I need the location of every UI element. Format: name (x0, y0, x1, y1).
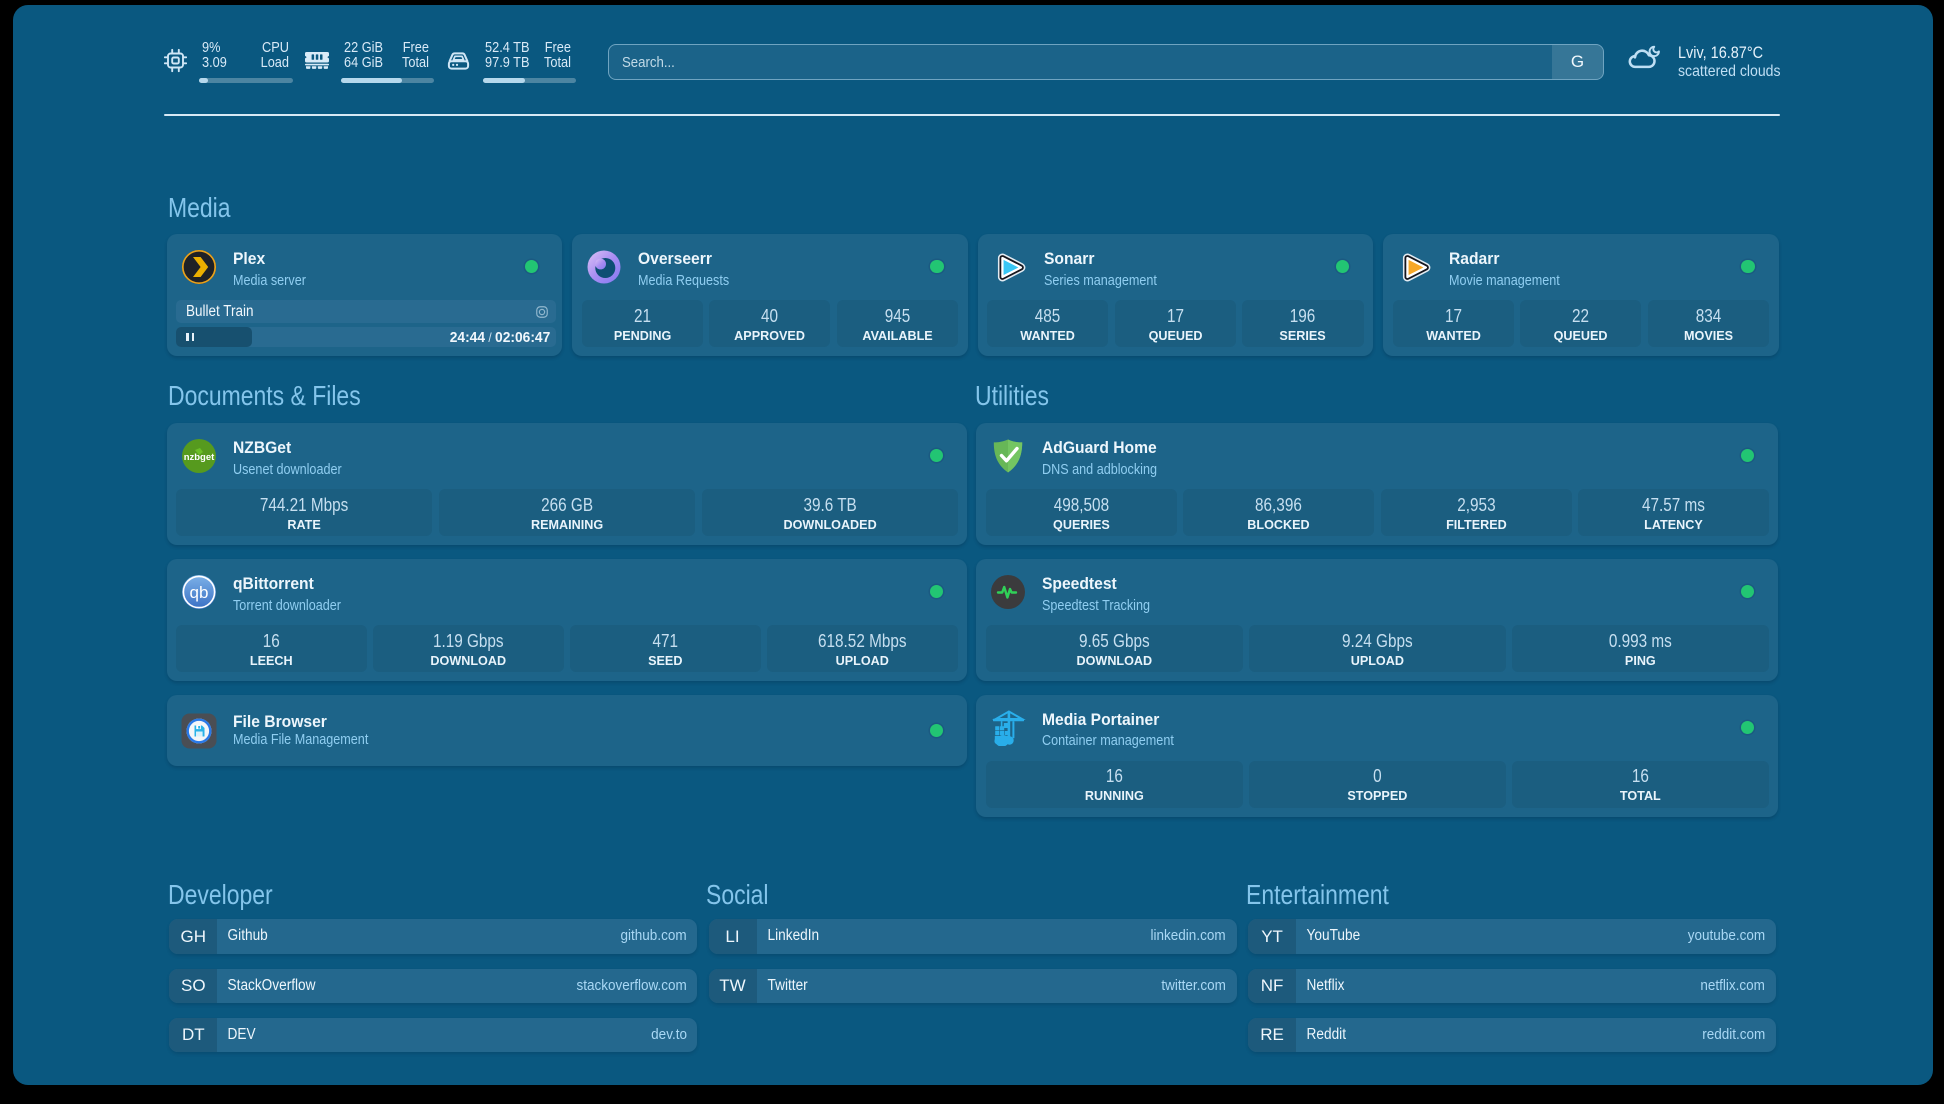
svg-text:nzbget: nzbget (183, 452, 214, 463)
svg-text:qb: qb (189, 583, 208, 602)
